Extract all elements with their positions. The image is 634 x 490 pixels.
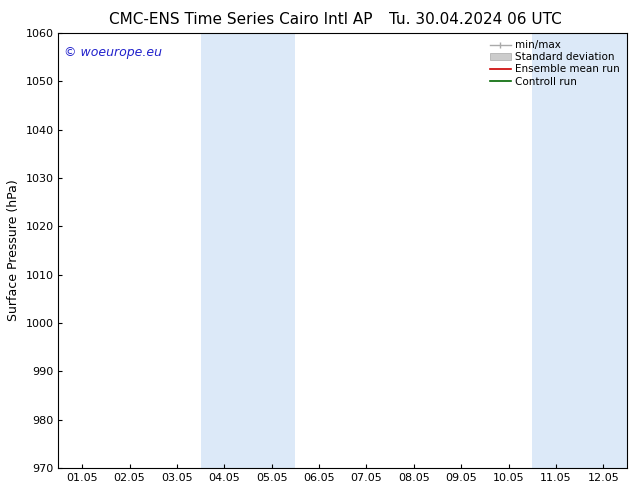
Bar xyxy=(533,33,627,468)
Text: CMC-ENS Time Series Cairo Intl AP: CMC-ENS Time Series Cairo Intl AP xyxy=(109,12,373,27)
Text: Tu. 30.04.2024 06 UTC: Tu. 30.04.2024 06 UTC xyxy=(389,12,562,27)
Legend: min/max, Standard deviation, Ensemble mean run, Controll run: min/max, Standard deviation, Ensemble me… xyxy=(488,38,622,89)
Bar xyxy=(200,33,295,468)
Y-axis label: Surface Pressure (hPa): Surface Pressure (hPa) xyxy=(7,180,20,321)
Text: © woeurope.eu: © woeurope.eu xyxy=(64,46,162,59)
